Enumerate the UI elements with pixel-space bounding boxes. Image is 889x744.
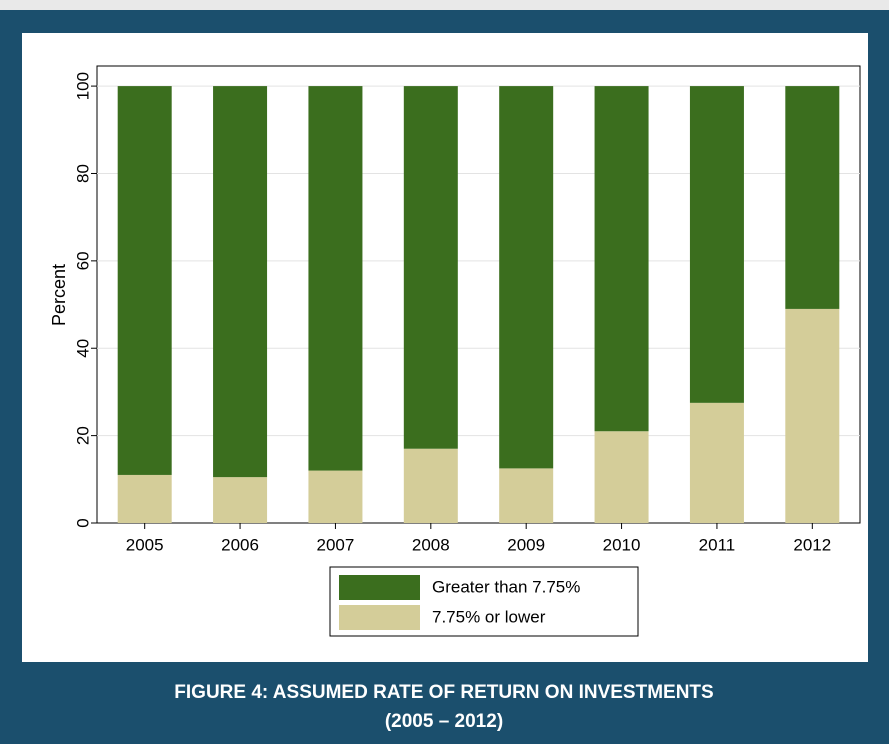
y-tick-label: 0 <box>73 518 92 527</box>
y-axis-label: Percent <box>49 264 69 326</box>
legend-swatch <box>339 605 420 630</box>
y-tick-label: 20 <box>73 426 92 445</box>
plot-area <box>96 65 861 524</box>
caption: (2005 – 2012) <box>385 711 503 732</box>
bar-segment <box>689 402 744 523</box>
legend-swatch <box>339 575 420 600</box>
x-tick-label: 2005 <box>126 535 164 554</box>
bar-segment <box>594 86 649 432</box>
bar-segment <box>403 448 458 523</box>
bar-segment <box>117 474 172 523</box>
bar-segment <box>117 86 172 475</box>
x-tick-label: 2007 <box>317 535 355 554</box>
bar-segment <box>213 86 268 478</box>
x-tick-label: 2006 <box>221 535 259 554</box>
x-tick-label: 2011 <box>699 535 736 554</box>
bar-segment <box>689 86 744 403</box>
bar-segment <box>594 431 649 523</box>
y-tick-label: 40 <box>73 339 92 358</box>
x-tick-label: 2008 <box>412 535 450 554</box>
y-tick-label: 100 <box>73 72 92 100</box>
caption: FIGURE 4: ASSUMED RATE OF RETURN ON INVE… <box>174 682 713 703</box>
bar-segment <box>785 308 840 523</box>
bar-segment <box>308 86 363 471</box>
x-tick-label: 2012 <box>793 535 831 554</box>
bar-segment <box>785 86 840 309</box>
bar-segment <box>308 470 363 523</box>
y-tick-label: 60 <box>73 251 92 270</box>
bar-segment <box>499 468 554 523</box>
x-tick-label: 2010 <box>603 535 641 554</box>
bar-segment <box>499 86 554 469</box>
bar-segment <box>403 86 458 449</box>
bar-segment <box>213 477 268 523</box>
legend-label: 7.75% or lower <box>432 607 546 626</box>
legend-label: Greater than 7.75% <box>432 577 580 596</box>
y-tick-label: 80 <box>73 164 92 183</box>
x-tick-label: 2009 <box>507 535 545 554</box>
